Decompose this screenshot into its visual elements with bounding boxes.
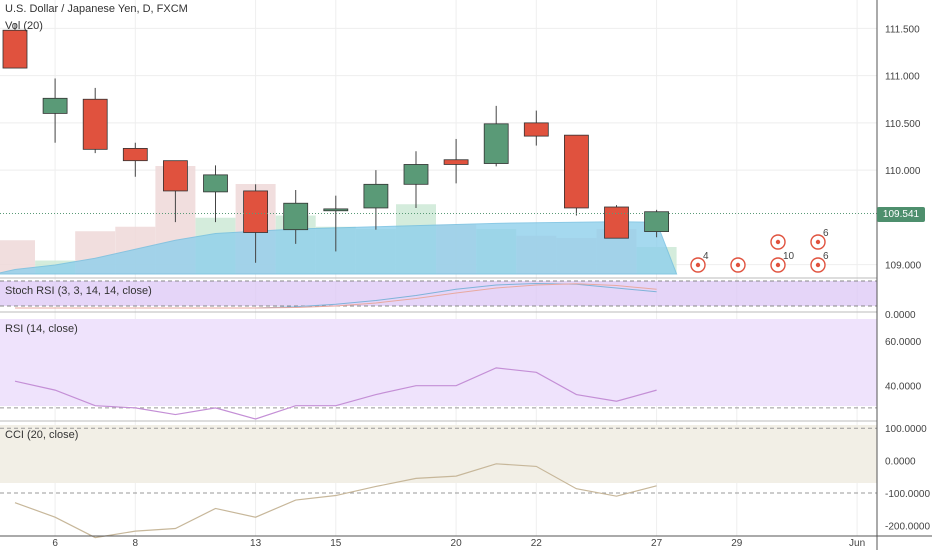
candle-body [564, 134, 589, 209]
cci-tick-label: -100.0000 [885, 489, 930, 500]
rsi-title: RSI (14, close) [5, 323, 78, 335]
event-dot-icon [815, 239, 821, 245]
time-tick-label: 13 [250, 538, 262, 549]
time-tick-label: 8 [133, 538, 139, 549]
candle-body [443, 159, 469, 165]
event-dot-icon [735, 262, 741, 268]
event-count-label: 10 [783, 251, 795, 262]
time-tick-label: 20 [451, 538, 463, 549]
price-tick-label: 111.500 [885, 24, 920, 35]
rsi-line [14, 367, 657, 420]
price-tick-label: 110.500 [885, 119, 921, 130]
stoch-rsi-title: Stoch RSI (3, 3, 14, 14, close) [5, 285, 152, 297]
event-count-label: 6 [823, 228, 829, 239]
stoch-rsi-line [15, 283, 657, 309]
candle-body [162, 160, 188, 192]
price-tick-label: 111.000 [885, 72, 920, 83]
candle-body [122, 147, 148, 162]
rsi-tick-label: 40.0000 [885, 382, 922, 393]
cci-band [0, 425, 877, 483]
candle-body [203, 174, 228, 193]
time-tick-label: 29 [731, 538, 743, 549]
cci-tick-label: -200.0000 [885, 521, 930, 532]
candle-body [644, 211, 669, 232]
chart-title: U.S. Dollar / Japanese Yen, D, FXCM [5, 3, 188, 15]
event-count-label: 4 [703, 251, 709, 262]
stoch-rsi-band [0, 281, 877, 306]
candle-body [42, 97, 68, 114]
candle-body [363, 183, 389, 209]
candle-body [523, 122, 549, 137]
event-dot-icon [695, 262, 701, 268]
time-tick-label: Jun [849, 538, 865, 549]
time-tick-label: 15 [330, 538, 342, 549]
time-tick-label: 6 [52, 538, 58, 549]
volume-label: Vol (20) [5, 20, 43, 32]
last-price-badge: 109.541 [877, 207, 925, 222]
price-tick-label: 110.000 [885, 166, 921, 177]
time-tick-label: 27 [651, 538, 663, 549]
stoch-tick-label: 0.0000 [885, 310, 916, 321]
event-dot-icon [775, 262, 781, 268]
candle-body [243, 190, 269, 233]
candle-body [483, 123, 509, 164]
candle-body [82, 98, 108, 150]
candle-body [604, 206, 629, 239]
cci-tick-label: 0.0000 [885, 457, 916, 468]
cci-line [14, 463, 657, 539]
time-tick-label: 22 [531, 538, 543, 549]
candle-body [403, 164, 429, 185]
event-dot-icon [815, 262, 821, 268]
price-tick-label: 109.000 [885, 261, 922, 272]
cci-tick-label: 100.0000 [885, 424, 927, 435]
cci-title: CCI (20, close) [5, 429, 79, 441]
rsi-tick-label: 60.0000 [885, 337, 922, 348]
event-dot-icon [775, 239, 781, 245]
rsi-band [0, 319, 877, 406]
candle-body [323, 208, 349, 212]
event-count-label: 6 [823, 251, 829, 262]
candle-body [283, 202, 309, 231]
candle-body [2, 29, 28, 69]
